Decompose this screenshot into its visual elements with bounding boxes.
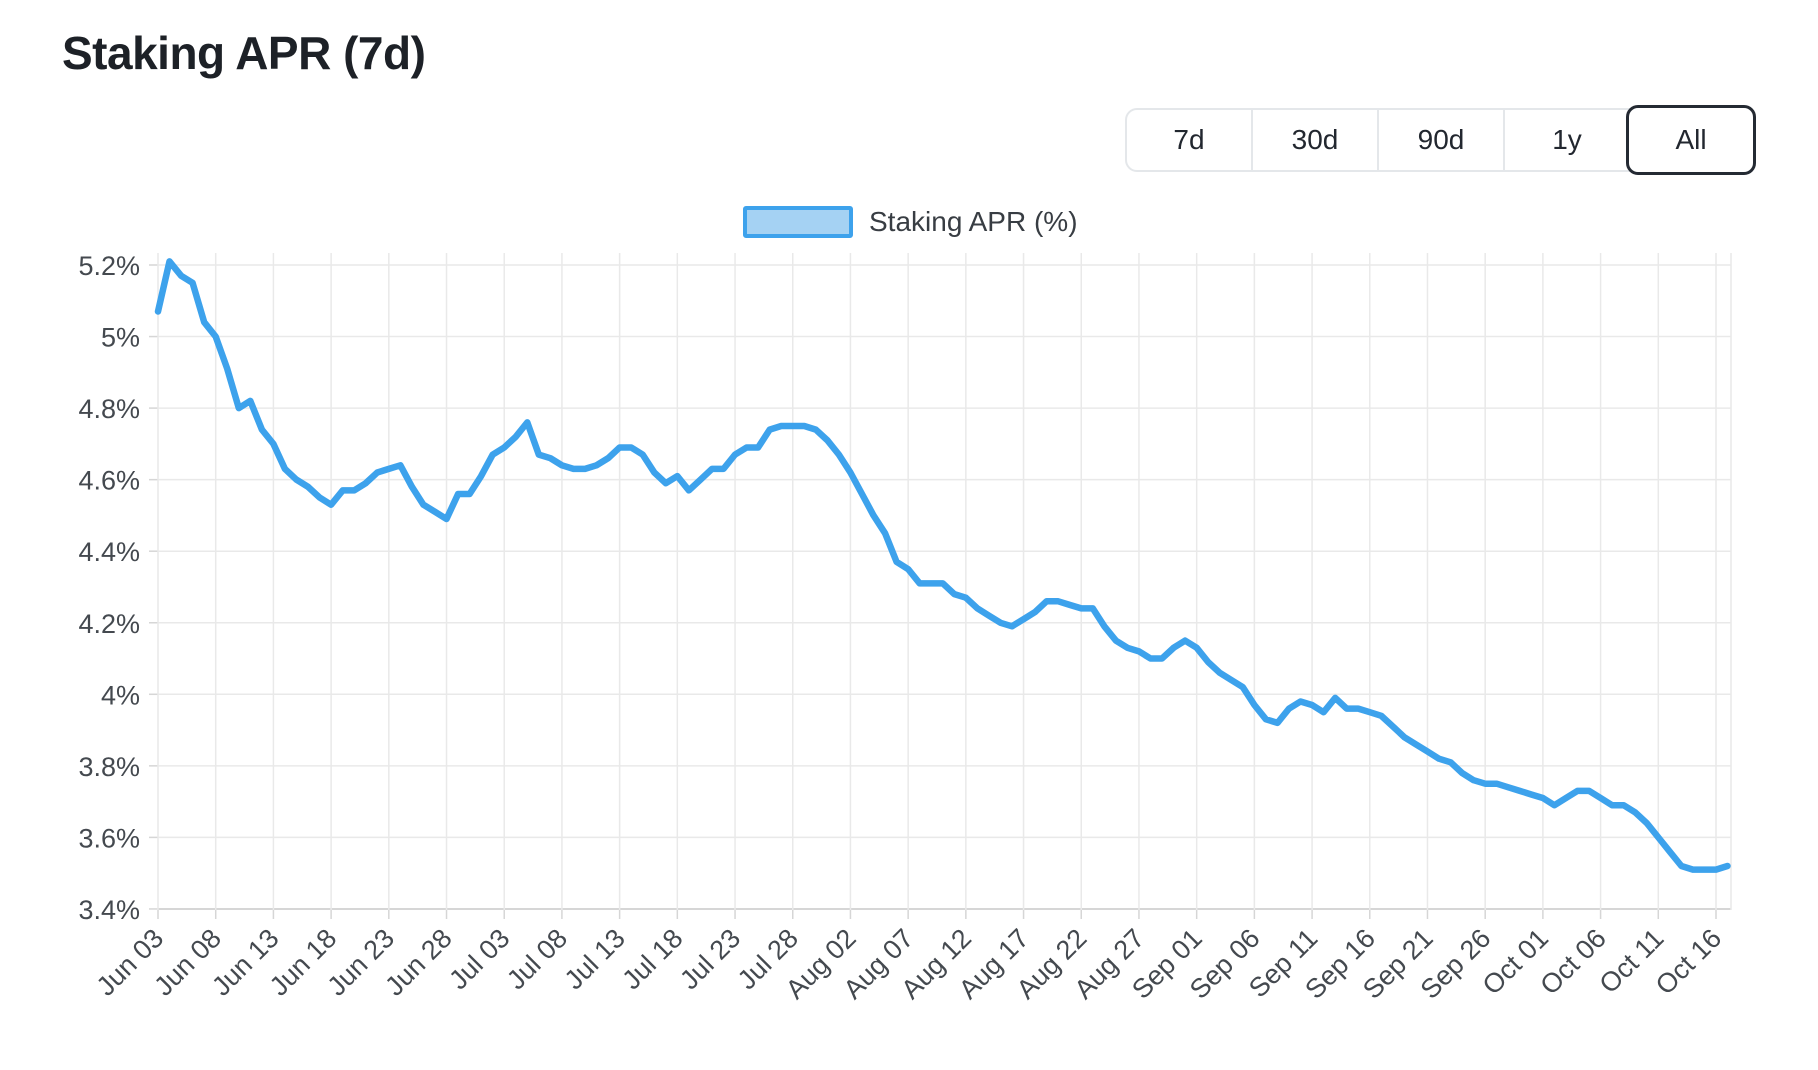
x-tick-label-group: Oct 06 [1534, 923, 1611, 1000]
x-tick-label-group: Jul 13 [559, 923, 631, 995]
time-range-selector: 7d 30d 90d 1y All [1125, 105, 1756, 175]
x-tick-label: Oct 16 [1650, 923, 1727, 1000]
x-tick-label-group: Jul 08 [501, 923, 573, 995]
range-button-all[interactable]: All [1626, 105, 1756, 175]
x-tick-label: Jul 13 [559, 923, 631, 995]
x-tick-label-group: Jun 28 [379, 923, 458, 1002]
x-tick-label-group: Jul 23 [674, 923, 746, 995]
y-tick-label: 5% [101, 323, 140, 353]
x-tick-label-group: Oct 16 [1650, 923, 1727, 1000]
y-tick-label: 4.6% [78, 466, 140, 496]
x-tick-label-group: Jul 18 [616, 923, 688, 995]
page-title: Staking APR (7d) [62, 27, 426, 79]
x-tick-label-group: Jul 03 [443, 923, 515, 995]
x-tick-label: Jul 18 [616, 923, 688, 995]
x-tick-label: Jun 28 [379, 923, 458, 1002]
y-tick-label: 4.8% [78, 394, 140, 424]
range-button-30d[interactable]: 30d [1251, 110, 1377, 170]
x-tick-label: Jul 23 [674, 923, 746, 995]
y-tick-label: 3.8% [78, 752, 140, 782]
x-tick-label: Jul 08 [501, 923, 573, 995]
x-tick-label-group: Oct 01 [1477, 923, 1554, 1000]
y-tick-label: 4.2% [78, 609, 140, 639]
y-tick-label: 4.4% [78, 537, 140, 567]
y-tick-label: 4% [101, 680, 140, 710]
range-button-7d[interactable]: 7d [1127, 110, 1251, 170]
x-tick-label: Oct 06 [1534, 923, 1611, 1000]
staking-apr-line[interactable] [154, 258, 1731, 873]
y-tick-label: 3.4% [78, 895, 140, 925]
legend-label: Staking APR (%) [869, 206, 1078, 237]
chart-legend[interactable]: Staking APR (%) [743, 206, 1078, 238]
x-tick-label: Oct 01 [1477, 923, 1554, 1000]
y-tick-label: 5.2% [78, 251, 140, 281]
range-button-90d[interactable]: 90d [1377, 110, 1503, 170]
x-tick-label: Jul 03 [443, 923, 515, 995]
legend-swatch [743, 206, 853, 238]
y-tick-label: 3.6% [78, 823, 140, 853]
range-button-1y[interactable]: 1y [1503, 110, 1629, 170]
